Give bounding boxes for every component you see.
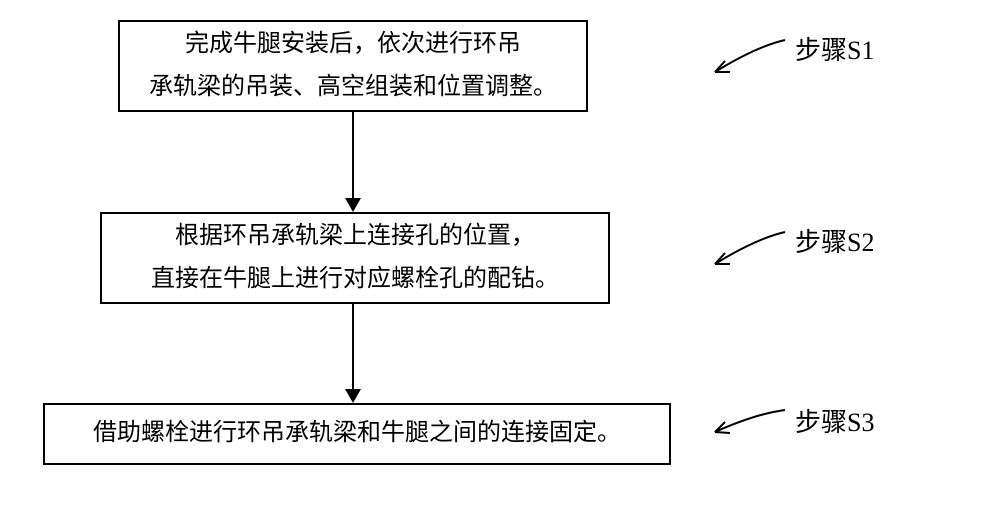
step-s1-line1: 完成牛腿安装后，依次进行环吊 xyxy=(185,31,521,57)
arrow-s2-s3-line xyxy=(352,304,354,389)
label-s2: 步骤S2 xyxy=(795,222,874,259)
arrow-s1-s2-line xyxy=(352,112,354,198)
label-s3-arrow-icon xyxy=(700,402,790,442)
label-s2-arrow-icon xyxy=(700,224,790,274)
step-s3-box: 借助螺栓进行环吊承轨梁和牛腿之间的连接固定。 xyxy=(43,403,671,465)
label-s1: 步骤S1 xyxy=(795,30,874,67)
step-s3-line1: 借助螺栓进行环吊承轨梁和牛腿之间的连接固定。 xyxy=(93,420,621,446)
step-s2-line2: 直接在牛腿上进行对应螺栓孔的配钻。 xyxy=(151,266,559,292)
arrow-s1-s2-head xyxy=(345,198,361,212)
step-s2-text: 根据环吊承轨梁上连接孔的位置， 直接在牛腿上进行对应螺栓孔的配钻。 xyxy=(151,215,559,301)
step-s2-line1: 根据环吊承轨梁上连接孔的位置， xyxy=(175,223,535,249)
step-s1-line2: 承轨梁的吊装、高空组装和位置调整。 xyxy=(149,74,557,100)
step-s1-text: 完成牛腿安装后，依次进行环吊 承轨梁的吊装、高空组装和位置调整。 xyxy=(149,23,557,109)
step-s3-text: 借助螺栓进行环吊承轨梁和牛腿之间的连接固定。 xyxy=(93,412,621,455)
step-s1-box: 完成牛腿安装后，依次进行环吊 承轨梁的吊装、高空组装和位置调整。 xyxy=(118,20,588,112)
arrow-s2-s3-head xyxy=(345,389,361,403)
flowchart-container: 完成牛腿安装后，依次进行环吊 承轨梁的吊装、高空组装和位置调整。 根据环吊承轨梁… xyxy=(0,0,1000,517)
label-s1-arrow-icon xyxy=(700,32,790,82)
step-s2-box: 根据环吊承轨梁上连接孔的位置， 直接在牛腿上进行对应螺栓孔的配钻。 xyxy=(100,212,610,304)
label-s3: 步骤S3 xyxy=(795,402,874,439)
